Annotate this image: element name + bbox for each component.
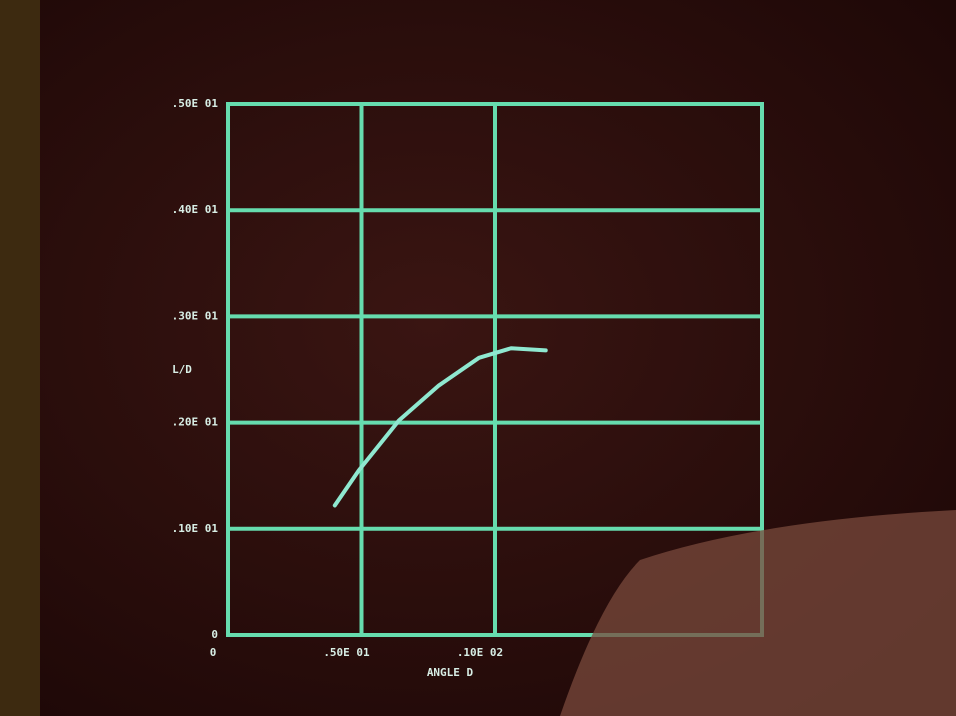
y-tick-label: 0 [211,628,218,641]
x-tick-label: .50E 01 [323,646,370,659]
x-axis-label: ANGLE D [427,666,474,679]
hand [560,510,956,716]
x-tick-label: 0 [210,646,217,659]
curve [332,346,548,508]
y-tick-label: .30E 01 [172,309,219,322]
y-tick-label: .10E 01 [172,522,219,535]
y-tick-label: .40E 01 [172,203,219,216]
bezel [0,0,40,716]
y-axis-label: L/D [172,363,192,376]
x-tick-label: .10E 02 [457,646,503,659]
y-tick-label: .20E 01 [172,416,219,429]
y-tick-label: .50E 01 [172,97,219,110]
